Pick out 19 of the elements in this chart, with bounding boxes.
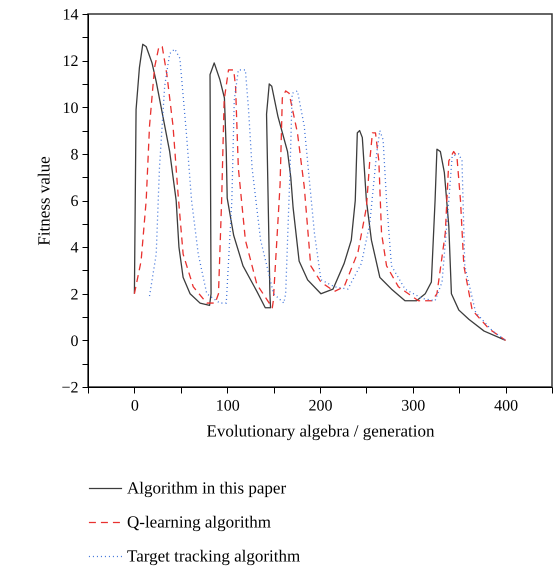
y-tick-label: 14 <box>62 6 78 24</box>
legend-label: Target tracking algorithm <box>127 546 300 566</box>
y-tick-label: 12 <box>62 53 78 70</box>
y-tick-label: 2 <box>70 286 78 304</box>
x-tick-label: 300 <box>401 398 426 414</box>
x-tick-label: 400 <box>494 398 518 414</box>
y-tick-label: 4 <box>70 240 78 257</box>
x-tick-label: 0 <box>130 398 139 414</box>
legend-label: Q-learning algorithm <box>127 512 271 532</box>
y-tick-label: 6 <box>70 193 78 210</box>
x-axis-title: Evolutionary algebra / generation <box>206 422 435 440</box>
y-axis-title: Fitness value <box>34 156 54 246</box>
y-tick-label: 8 <box>70 146 78 164</box>
x-tick-label: 200 <box>308 398 332 414</box>
y-tick-label: 10 <box>62 100 78 117</box>
legend-label: Algorithm in this paper <box>127 478 286 498</box>
x-tick-label: 100 <box>216 398 240 414</box>
y-tick-label: −2 <box>61 380 78 396</box>
y-tick-label: 0 <box>70 332 78 350</box>
